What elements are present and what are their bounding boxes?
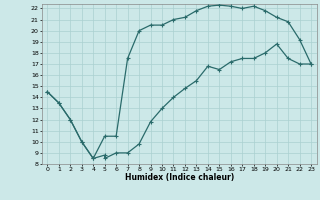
X-axis label: Humidex (Indice chaleur): Humidex (Indice chaleur) [124,173,234,182]
